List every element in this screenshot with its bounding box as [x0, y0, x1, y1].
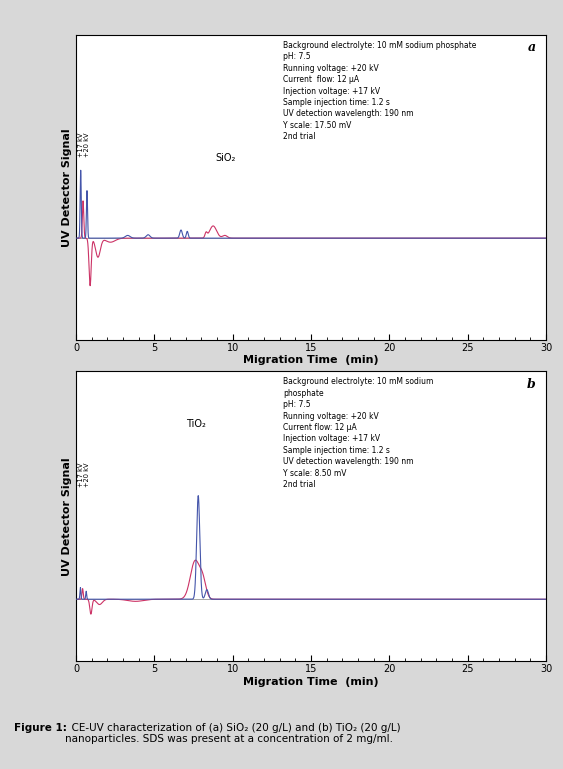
X-axis label: Migration Time  (min): Migration Time (min) [243, 355, 379, 365]
Text: CE-UV characterization of (a) SiO₂ (20 g/L) and (b) TiO₂ (20 g/L)
nanoparticles.: CE-UV characterization of (a) SiO₂ (20 g… [65, 723, 400, 744]
Text: Background electrolyte: 10 mM sodium phosphate
pH: 7.5
Running voltage: +20 kV
C: Background electrolyte: 10 mM sodium pho… [283, 41, 476, 141]
Text: +17 kV: +17 kV [78, 463, 84, 488]
Text: SiO₂: SiO₂ [216, 153, 236, 163]
Text: Figure 1:: Figure 1: [14, 723, 67, 733]
Text: b: b [527, 378, 536, 391]
Text: +17 kV: +17 kV [78, 132, 84, 157]
Text: +20 kV: +20 kV [84, 463, 90, 488]
Text: a: a [528, 42, 536, 55]
Text: TiO₂: TiO₂ [186, 419, 205, 429]
Text: +20 kV: +20 kV [84, 132, 90, 157]
Y-axis label: UV Detector Signal: UV Detector Signal [62, 457, 72, 576]
Y-axis label: UV Detector Signal: UV Detector Signal [62, 128, 72, 247]
Text: Background electrolyte: 10 mM sodium
phosphate
pH: 7.5
Running voltage: +20 kV
C: Background electrolyte: 10 mM sodium pho… [283, 378, 433, 489]
X-axis label: Migration Time  (min): Migration Time (min) [243, 677, 379, 687]
